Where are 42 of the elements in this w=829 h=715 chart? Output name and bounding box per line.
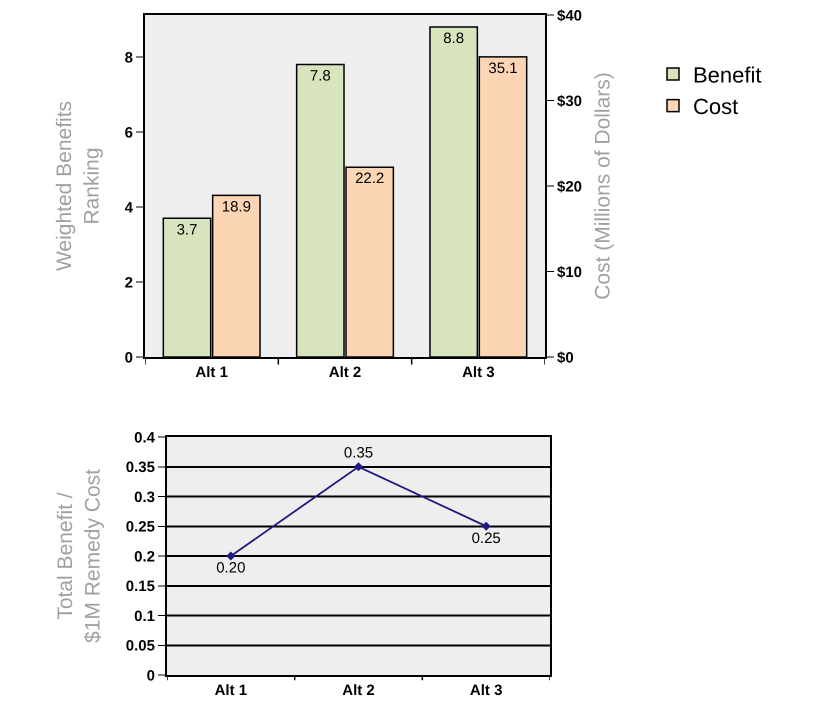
y2-axis-title: Cost (Millions of Dollars) [592, 72, 615, 300]
x-tick-label: Alt 2 [342, 682, 375, 699]
data-label: 8.8 [443, 30, 464, 47]
y2-tick-label: $40 [557, 7, 582, 24]
y-tick-label: 0.3 [134, 488, 155, 506]
y-tick-label: 0.35 [126, 459, 155, 476]
data-label: 7.8 [310, 68, 331, 84]
y2-tick-label: $30 [557, 92, 582, 110]
y-tick-label: 0.4 [134, 429, 156, 446]
y-tick-label: 0.2 [134, 548, 155, 566]
y-tick-label: 0.25 [126, 518, 155, 536]
point [482, 522, 491, 531]
y-tick-label: 0.15 [126, 578, 155, 595]
x-tick-label: Alt 1 [195, 364, 228, 381]
y-tick-label: 0.05 [126, 638, 155, 654]
y-tick-label: 0 [146, 667, 155, 684]
data-label: 22.2 [355, 170, 384, 188]
point [226, 551, 236, 561]
y-tick-label: 8 [124, 49, 133, 66]
data-label: 0.35 [344, 444, 374, 462]
y-axis-title: Weighted Benefits Ranking [53, 100, 104, 272]
data-label: 0.20 [216, 560, 246, 577]
legend-label: Benefit [693, 62, 762, 88]
y-tick-label: 4 [124, 199, 134, 216]
x-tick-label: Alt 1 [214, 682, 248, 699]
y-axis-title: Total Benefit / $1M Remedy Cost [54, 468, 104, 643]
data-label: 3.7 [176, 221, 198, 238]
y-tick-label: 6 [124, 124, 133, 142]
data-label: 18.9 [222, 198, 251, 216]
legend-label: Cost [693, 94, 738, 120]
data-label: 35.1 [488, 60, 518, 77]
y2-tick-label: $10 [557, 264, 582, 281]
point [354, 462, 364, 472]
y-tick-label: 0.1 [134, 608, 155, 625]
y-tick-label: 0 [124, 349, 133, 366]
y2-tick-label: $20 [557, 178, 582, 196]
y-tick-label: 2 [124, 274, 133, 292]
x-tick-label: Alt 2 [328, 364, 362, 381]
x-tick-label: Alt 3 [470, 682, 502, 699]
y2-tick-label: $0 [557, 349, 574, 366]
x-tick-label: Alt 3 [462, 364, 495, 381]
data-label: 0.25 [472, 530, 501, 547]
